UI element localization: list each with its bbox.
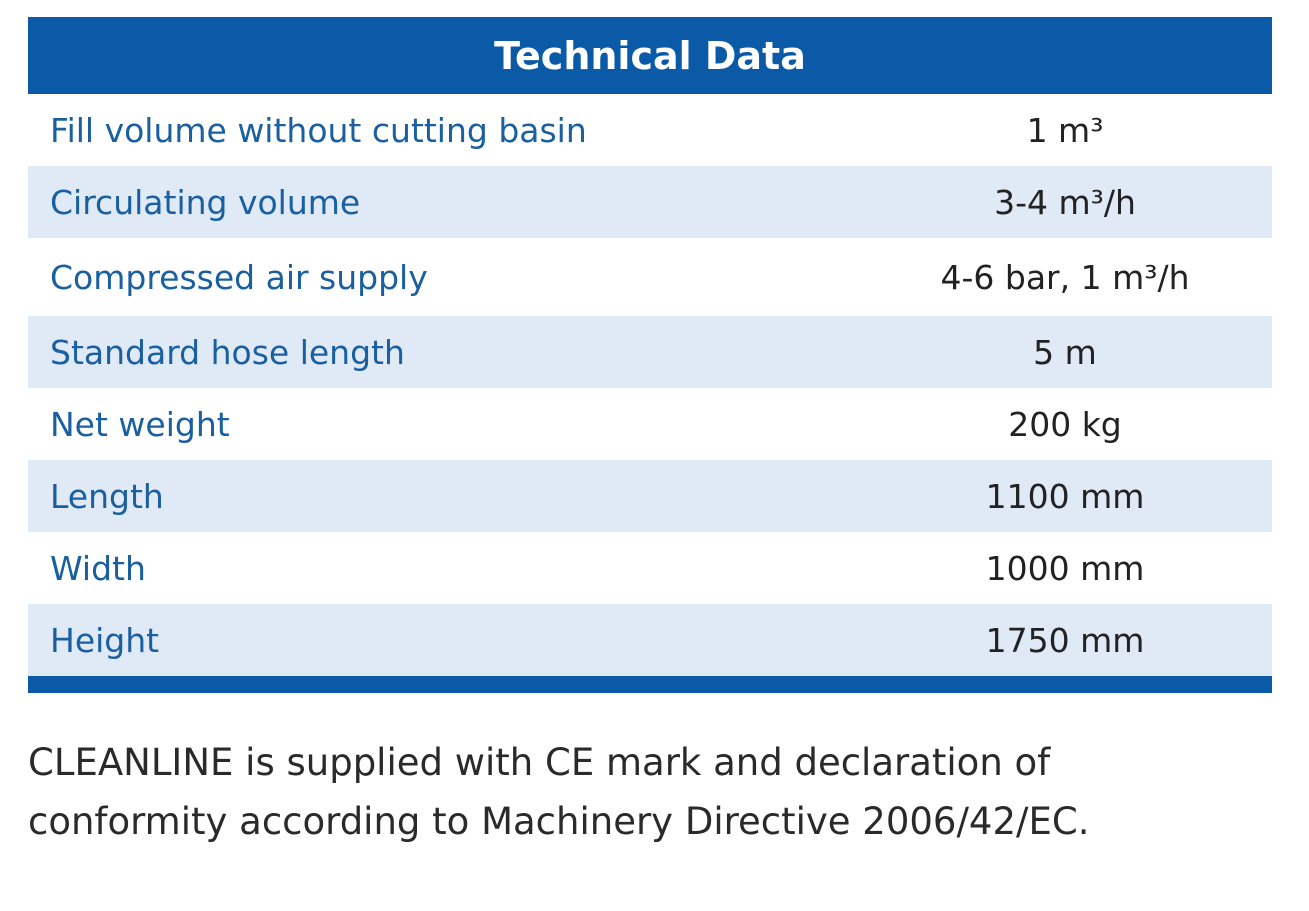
row-label: Height <box>50 620 160 660</box>
note: CLEANLINE is supplied with CE mark and d… <box>28 733 1089 851</box>
row-value: 1 m³ <box>1026 110 1104 150</box>
row-value: 4-6 bar, 1 m³/h <box>940 257 1190 297</box>
table-row: Width 1000 mm <box>28 532 1272 604</box>
row-value: 1000 mm <box>985 548 1145 588</box>
table-row: Height 1750 mm <box>28 604 1272 676</box>
table-footer-bar <box>28 676 1272 693</box>
table-row: Net weight 200 kg <box>28 388 1272 460</box>
note-line: CLEANLINE is supplied with CE mark and d… <box>28 741 1051 784</box>
row-label: Compressed air supply <box>50 257 428 297</box>
row-value: 200 kg <box>1008 404 1122 444</box>
table-row: Length 1100 mm <box>28 460 1272 532</box>
row-value: 1100 mm <box>985 476 1145 516</box>
row-label: Net weight <box>50 404 230 444</box>
table-row: Circulating volume 3-4 m³/h <box>28 166 1272 238</box>
table-row: Compressed air supply 4-6 bar, 1 m³/h <box>28 238 1272 316</box>
technical-data-table: Technical Data Fill volume without cutti… <box>28 17 1272 693</box>
row-value: 1750 mm <box>985 620 1145 660</box>
row-label: Circulating volume <box>50 182 361 222</box>
row-value: 3-4 m³/h <box>994 182 1136 222</box>
note-line: conformity according to Machinery Direct… <box>28 800 1090 843</box>
row-label: Width <box>50 548 146 588</box>
row-value: 5 m <box>1033 332 1097 372</box>
table-title: Technical Data <box>28 17 1272 94</box>
row-label: Fill volume without cutting basin <box>50 110 587 150</box>
table-row: Standard hose length 5 m <box>28 316 1272 388</box>
row-label: Standard hose length <box>50 332 405 372</box>
table-row: Fill volume without cutting basin 1 m³ <box>28 94 1272 166</box>
row-label: Length <box>50 476 164 516</box>
table-body: Fill volume without cutting basin 1 m³ Cir… <box>28 94 1272 676</box>
